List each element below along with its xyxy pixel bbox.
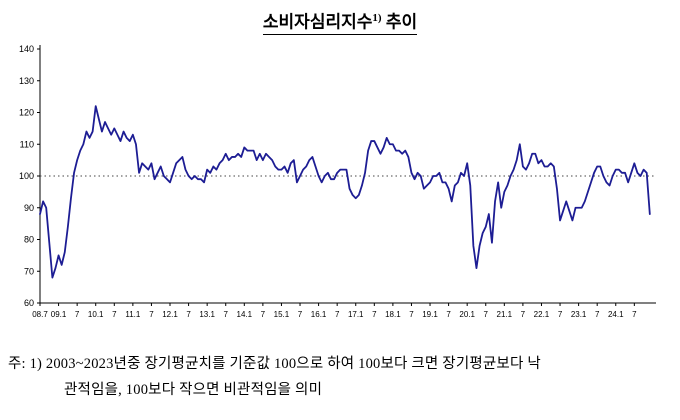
y-tick-label: 140	[19, 44, 34, 54]
x-tick-label: 7	[409, 310, 414, 319]
chart-title: 소비자심리지수1) 추이	[0, 12, 680, 36]
x-tick-label: 15.1	[274, 310, 290, 319]
x-tick-label: 7	[632, 310, 637, 319]
x-tick-label: 09.1	[51, 310, 67, 319]
x-tick-label: 7	[521, 310, 526, 319]
x-tick-label: 11.1	[125, 310, 141, 319]
x-tick-label: 10.1	[88, 310, 104, 319]
x-tick-label: 12.1	[162, 310, 178, 319]
x-tick-label: 21.1	[497, 310, 513, 319]
y-tick-label: 70	[24, 267, 34, 277]
line-chart-svg: 60 70 80 90 100 110 120 130 140 08.7 09.1 7 10.1 7 11.…	[19, 44, 656, 319]
x-tick-label: 7	[186, 310, 191, 319]
x-tick-label: 19.1	[422, 310, 438, 319]
chart-title-footnote-ref: 1)	[372, 12, 382, 24]
x-tick-label: 7	[75, 310, 80, 319]
y-tick-label: 80	[24, 235, 34, 245]
x-tick-label: 7	[112, 310, 117, 319]
y-tick-label: 130	[19, 76, 34, 86]
line-chart: 60 70 80 90 100 110 120 130 140 08.7 09.1 7 10.1 7 11.…	[0, 39, 680, 342]
x-tick-label: 7	[224, 310, 229, 319]
x-tick-label: 13.1	[199, 310, 215, 319]
y-tick-label: 110	[20, 140, 34, 150]
footnote-line1: 주: 1) 2003~2023년중 장기평균치를 기준값 100으로 하여 10…	[8, 356, 541, 373]
x-tick-label: 7	[484, 310, 489, 319]
x-tick-label: 7	[261, 310, 266, 319]
chart-title-rest: 추이	[381, 12, 418, 32]
footnote: 주: 1) 2003~2023년중 장기평균치를 기준값 100으로 하여 10…	[8, 352, 672, 403]
x-tick-label: 18.1	[385, 310, 401, 319]
x-tick-label: 08.7	[32, 310, 48, 319]
report-page: 소비자심리지수1) 추이 60 70 80 90 100 110 120 130 140 08.7…	[0, 12, 680, 420]
footnote-line2: 관적임을, 100보다 작으면 비관적임을 의미	[64, 381, 323, 398]
x-tick-label: 7	[372, 310, 377, 319]
chart-title-main: 소비자심리지수	[262, 12, 373, 32]
y-tick-label: 60	[24, 298, 34, 308]
x-tick-label: 7	[335, 310, 340, 319]
y-tick-label: 90	[24, 203, 34, 213]
x-tick-label: 22.1	[534, 310, 550, 319]
x-tick-label: 20.1	[459, 310, 475, 319]
x-tick-label: 16.1	[311, 310, 327, 319]
x-tick-label: 7	[595, 310, 600, 319]
x-tick-label: 7	[298, 310, 303, 319]
chart-title-underline: 소비자심리지수1) 추이	[262, 12, 418, 36]
x-tick-label: 7	[558, 310, 563, 319]
x-tick-label: 23.1	[571, 310, 587, 319]
x-tick-label: 24.1	[608, 310, 624, 319]
y-tick-label: 120	[19, 108, 34, 118]
x-tick-label: 14.1	[237, 310, 253, 319]
y-tick-label: 100	[19, 171, 34, 181]
sentiment-index-line	[39, 105, 651, 279]
x-tick-label: 17.1	[348, 310, 364, 319]
x-tick-label: 7	[149, 310, 154, 319]
x-tick-label: 7	[446, 310, 451, 319]
